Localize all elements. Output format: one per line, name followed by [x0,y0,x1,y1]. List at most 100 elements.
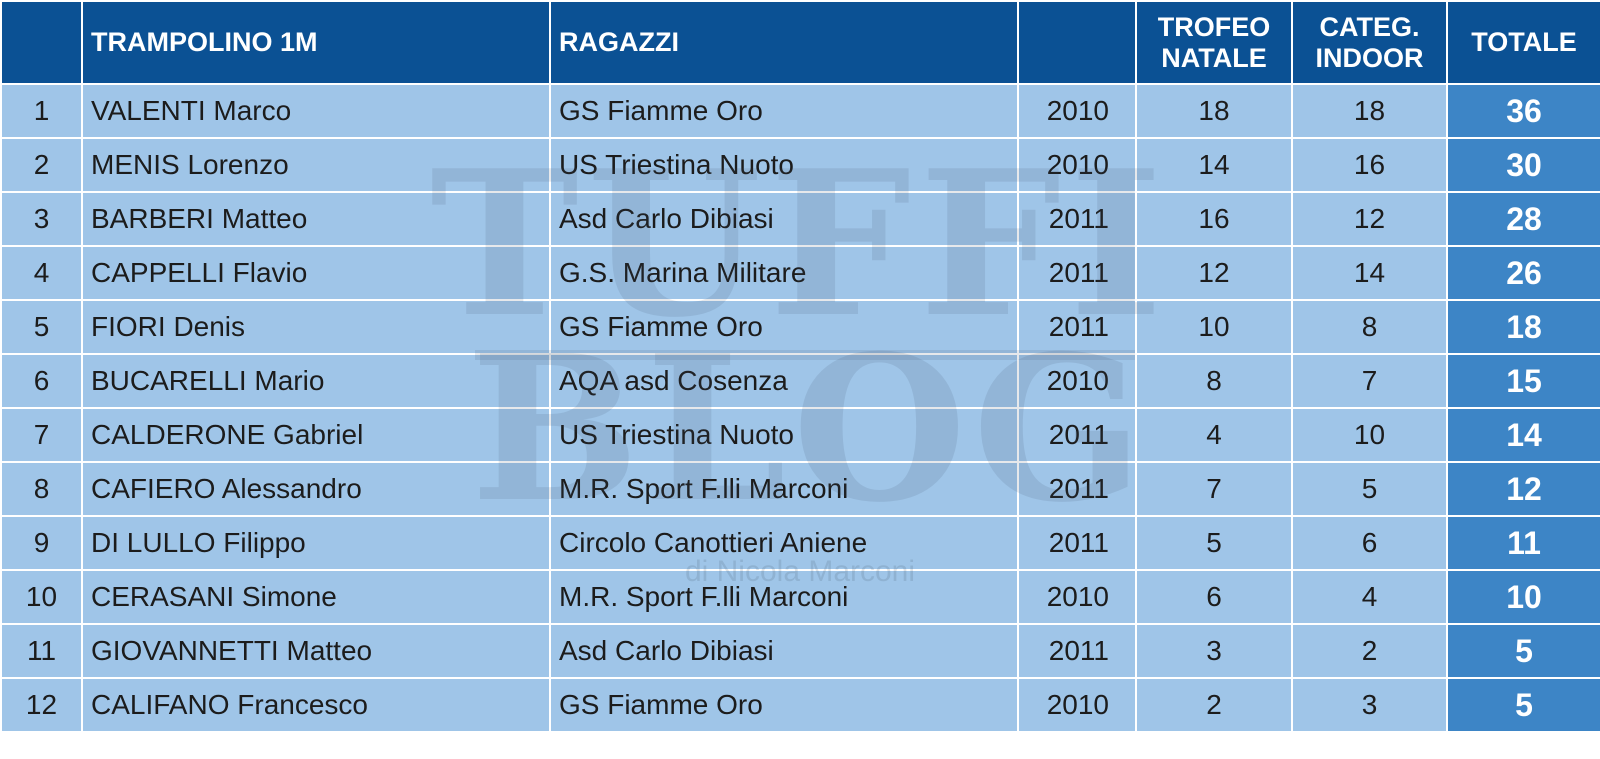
club-cell: GS Fiamme Oro [549,299,1019,355]
birth-year-cell: 2011 [1017,407,1137,463]
trofeo-natale-cell: 4 [1135,407,1293,463]
total-cell: 11 [1446,515,1600,571]
total-cell: 36 [1446,83,1600,139]
birth-year-cell: 2010 [1017,353,1137,409]
total-cell: 5 [1446,623,1600,679]
birth-year-cell: 2011 [1017,299,1137,355]
header-cell [1017,0,1137,85]
total-cell: 5 [1446,677,1600,733]
table-header: TRAMPOLINO 1M RAGAZZI TROFEO NATALE CATEG… [0,0,1600,85]
total-cell: 10 [1446,569,1600,625]
table-body: 1 VALENTI Marco GS Fiamme Oro 2010 18 18 36 2 ME… [0,83,1600,733]
total-cell: 28 [1446,191,1600,247]
categ-indoor-cell: 14 [1291,245,1448,301]
categ-indoor-cell: 8 [1291,299,1448,355]
athlete-cell: CERASANI Simone [81,569,551,625]
header-cell: TRAMPOLINO 1M [81,0,551,85]
header-cell: RAGAZZI [549,0,1019,85]
birth-year-cell: 2011 [1017,191,1137,247]
rank-cell: 6 [0,353,83,409]
rank-cell: 2 [0,137,83,193]
header-row: TRAMPOLINO 1M RAGAZZI TROFEO NATALE CATEG… [0,0,1600,85]
birth-year-cell: 2011 [1017,461,1137,517]
table-row: 8 CAFIERO Alessandro M.R. Sport F.lli Marc… [0,461,1600,517]
athlete-cell: CAFIERO Alessandro [81,461,551,517]
total-cell: 15 [1446,353,1600,409]
rank-cell: 9 [0,515,83,571]
athlete-cell: DI LULLO Filippo [81,515,551,571]
birth-year-cell: 2011 [1017,245,1137,301]
athlete-cell: GIOVANNETTI Matteo [81,623,551,679]
club-cell: GS Fiamme Oro [549,677,1019,733]
trofeo-natale-cell: 8 [1135,353,1293,409]
categ-indoor-cell: 18 [1291,83,1448,139]
header-text: NATALE [1161,42,1267,73]
categ-indoor-cell: 12 [1291,191,1448,247]
categ-indoor-cell: 10 [1291,407,1448,463]
table-row: 9 DI LULLO Filippo Circolo Canottieri Anie… [0,515,1600,571]
categ-indoor-cell: 7 [1291,353,1448,409]
rank-cell: 7 [0,407,83,463]
total-cell: 18 [1446,299,1600,355]
header-cell: TROFEO NATALE [1135,0,1293,85]
table-row: 3 BARBERI Matteo Asd Carlo Dibiasi 2011 16 12… [0,191,1600,247]
rank-cell: 3 [0,191,83,247]
athlete-cell: CALIFANO Francesco [81,677,551,733]
rank-cell: 12 [0,677,83,733]
birth-year-cell: 2010 [1017,137,1137,193]
table-row: 6 BUCARELLI Mario AQA asd Cosenza 2010 8 7 15 [0,353,1600,409]
club-cell: M.R. Sport F.lli Marconi [549,569,1019,625]
table-row: 12 CALIFANO Francesco GS Fiamme Oro 2010 2 3 5 [0,677,1600,733]
categ-indoor-cell: 3 [1291,677,1448,733]
total-cell: 30 [1446,137,1600,193]
athlete-cell: CAPPELLI Flavio [81,245,551,301]
club-cell: AQA asd Cosenza [549,353,1019,409]
rank-cell: 10 [0,569,83,625]
rank-cell: 4 [0,245,83,301]
club-cell: Circolo Canottieri Aniene [549,515,1019,571]
birth-year-cell: 2010 [1017,677,1137,733]
club-cell: M.R. Sport F.lli Marconi [549,461,1019,517]
trofeo-natale-cell: 5 [1135,515,1293,571]
trofeo-natale-cell: 3 [1135,623,1293,679]
club-cell: Asd Carlo Dibiasi [549,623,1019,679]
rank-cell: 11 [0,623,83,679]
birth-year-cell: 2011 [1017,515,1137,571]
table-row: 7 CALDERONE Gabriel US Triestina Nuoto 2011… [0,407,1600,463]
table-row: 5 FIORI Denis GS Fiamme Oro 2011 10 8 18 [0,299,1600,355]
athlete-cell: VALENTI Marco [81,83,551,139]
total-cell: 26 [1446,245,1600,301]
categ-indoor-cell: 4 [1291,569,1448,625]
rank-cell: 5 [0,299,83,355]
table-row: 10 CERASANI Simone M.R. Sport F.lli Marcon… [0,569,1600,625]
standings-table: TRAMPOLINO 1M RAGAZZI TROFEO NATALE CATEG… [0,0,1600,733]
club-cell: Asd Carlo Dibiasi [549,191,1019,247]
trofeo-natale-cell: 7 [1135,461,1293,517]
athlete-cell: BARBERI Matteo [81,191,551,247]
trofeo-natale-cell: 16 [1135,191,1293,247]
total-cell: 12 [1446,461,1600,517]
birth-year-cell: 2011 [1017,623,1137,679]
athlete-cell: CALDERONE Gabriel [81,407,551,463]
watermark-bar [475,350,1135,360]
trofeo-natale-cell: 18 [1135,83,1293,139]
trofeo-natale-cell: 2 [1135,677,1293,733]
rank-cell: 8 [0,461,83,517]
club-cell: G.S. Marina Militare [549,245,1019,301]
birth-year-cell: 2010 [1017,569,1137,625]
header-cell [0,0,83,85]
birth-year-cell: 2010 [1017,83,1137,139]
club-cell: GS Fiamme Oro [549,83,1019,139]
club-cell: US Triestina Nuoto [549,407,1019,463]
categ-indoor-cell: 2 [1291,623,1448,679]
header-text: TROFEO [1157,11,1271,42]
athlete-cell: FIORI Denis [81,299,551,355]
trofeo-natale-cell: 14 [1135,137,1293,193]
athlete-cell: MENIS Lorenzo [81,137,551,193]
athlete-cell: BUCARELLI Mario [81,353,551,409]
table-row: 4 CAPPELLI Flavio G.S. Marina Militare 2011… [0,245,1600,301]
header-text: CATEG. [1319,11,1420,42]
trofeo-natale-cell: 12 [1135,245,1293,301]
table-row: 11 GIOVANNETTI Matteo Asd Carlo Dibiasi 201… [0,623,1600,679]
